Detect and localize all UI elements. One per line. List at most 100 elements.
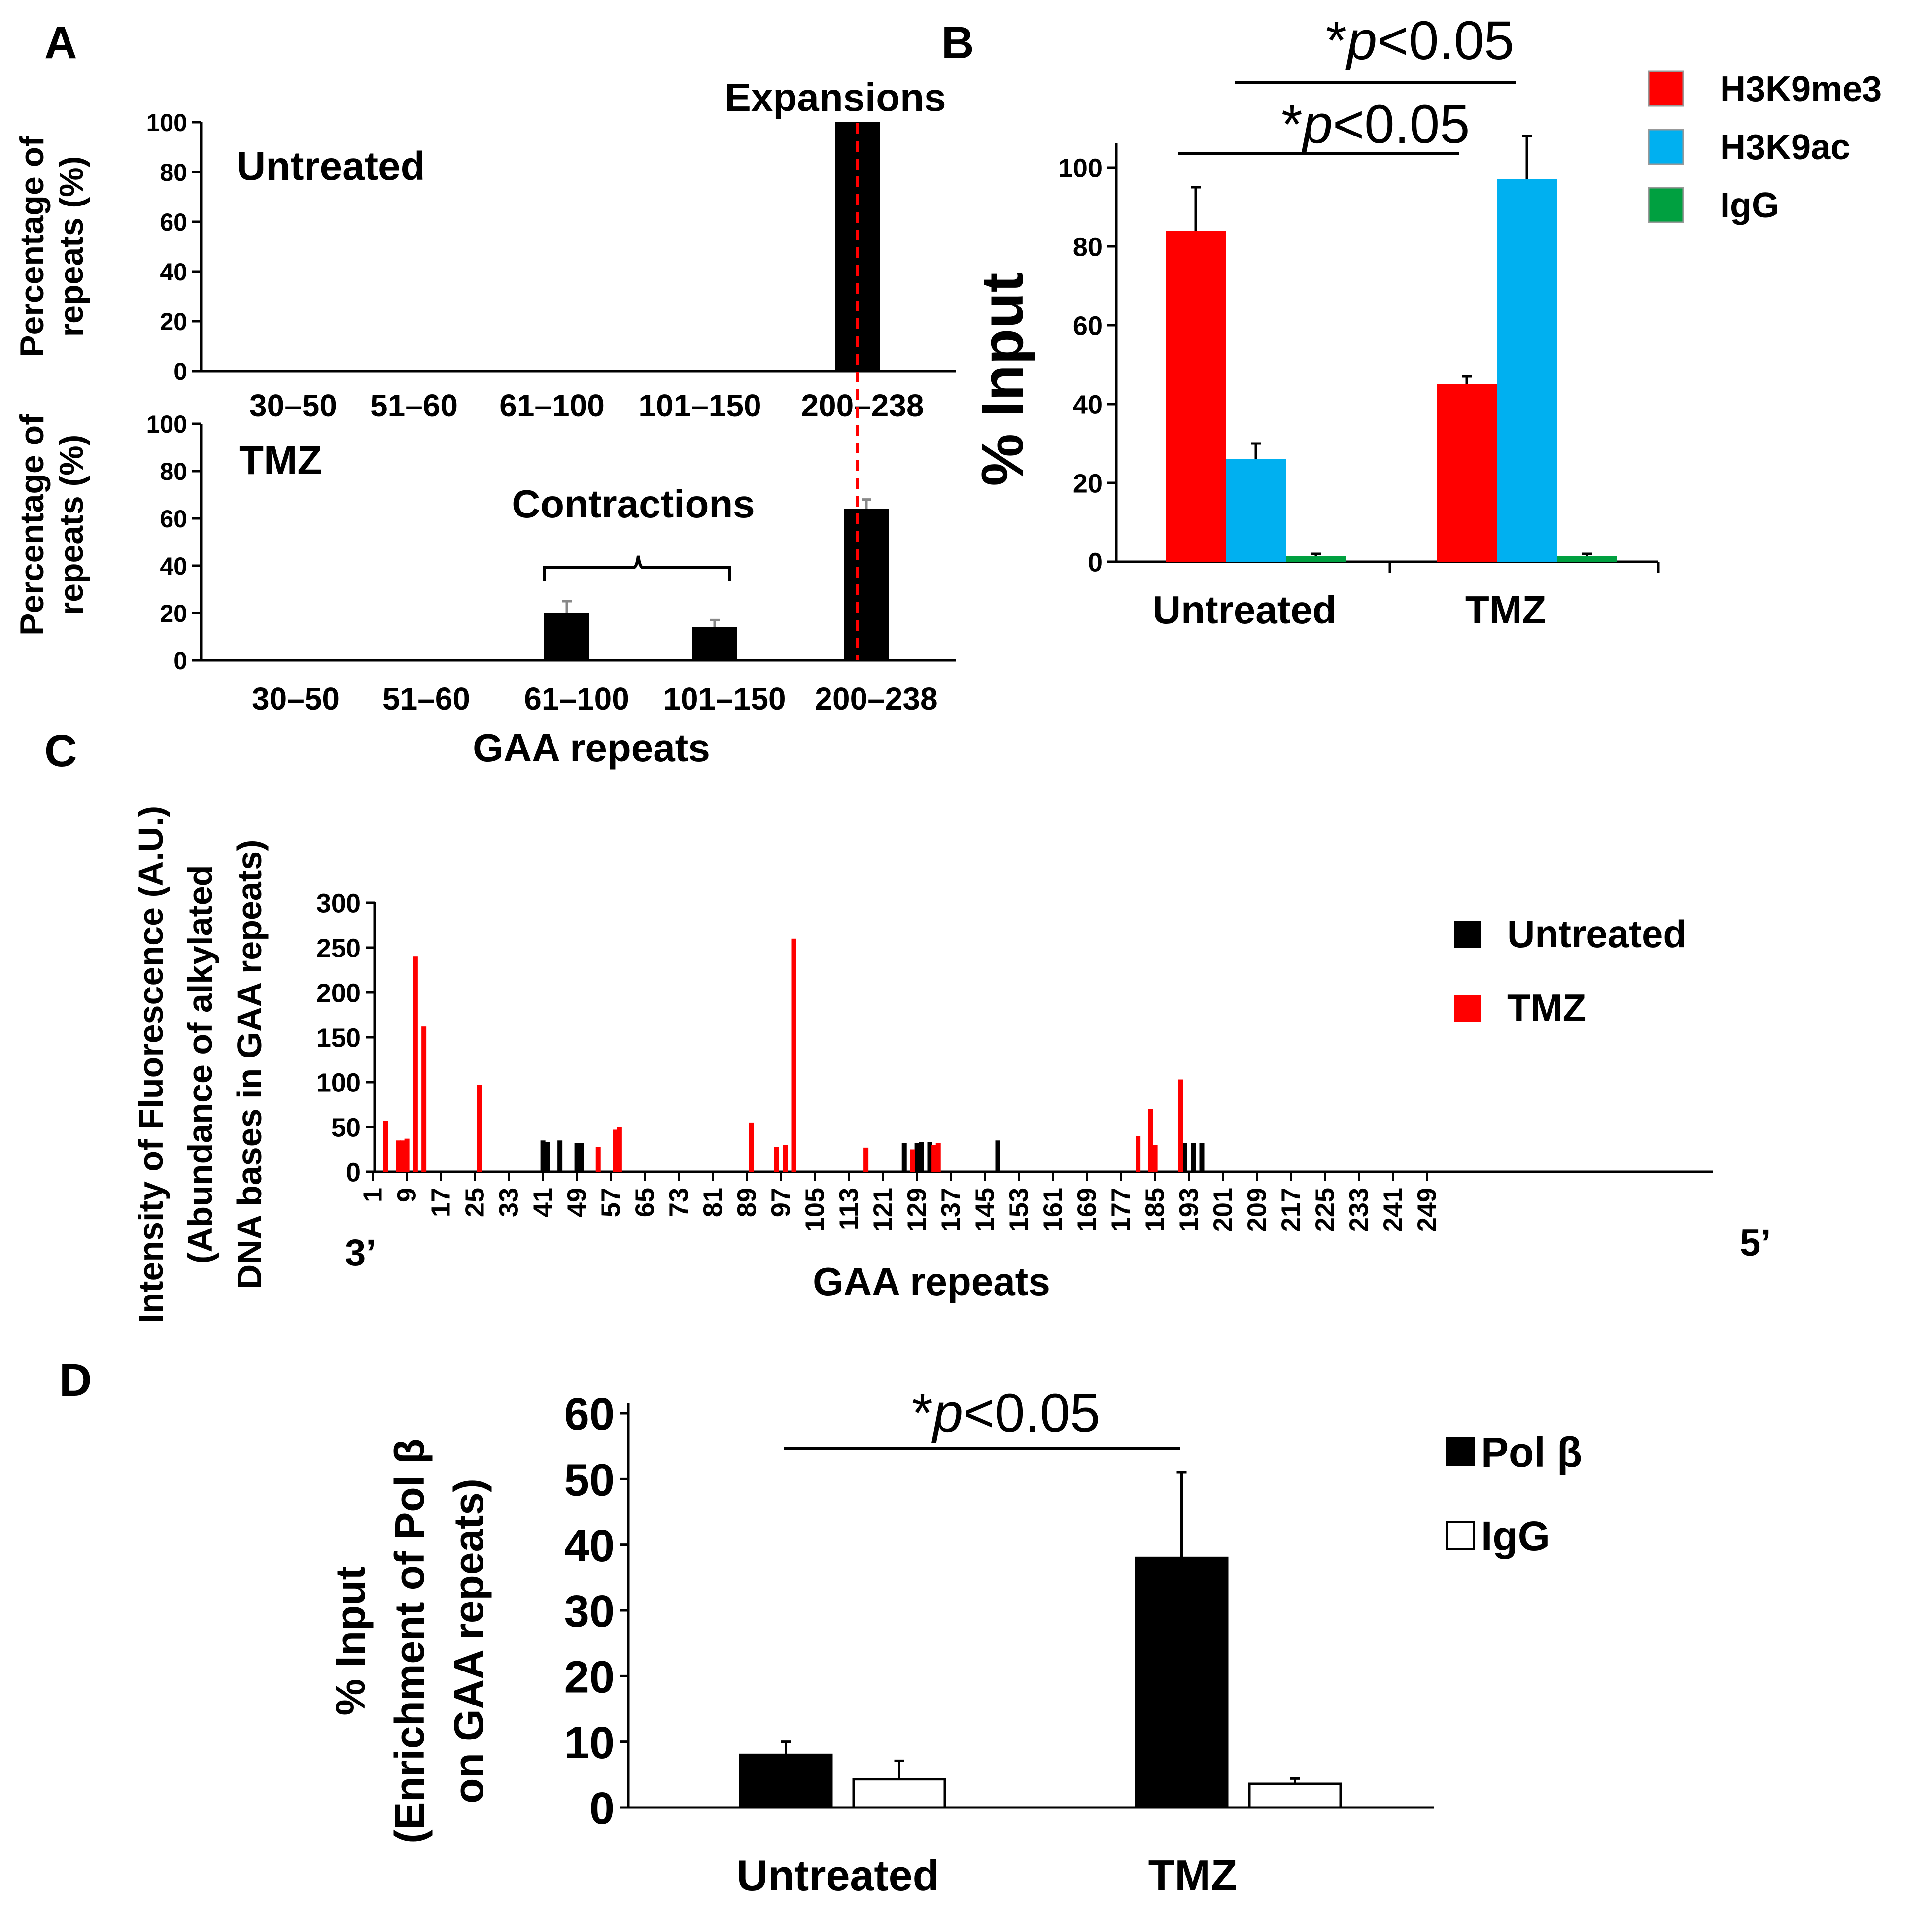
bar-TMZ-128 [910,1149,915,1172]
x-tick-label: 209 [1242,1188,1272,1232]
y-tick-label: 20 [160,600,187,627]
bar-H3K9ac-Untreated [1226,459,1286,562]
panel-c-legend: Untreated TMZ [1454,912,1687,1029]
y-tick-label: 250 [316,933,361,963]
bar-Untreated-42 [545,1142,550,1172]
bar-TMZ-117 [863,1147,869,1172]
y-tick-label: 0 [173,647,187,675]
y-tick-label: 100 [316,1068,361,1097]
y-tick-label: 50 [331,1113,361,1142]
y-tick-label: 80 [1073,232,1103,262]
bar-IgG-Untreated [852,1778,946,1809]
y-tick-label: 50 [564,1455,615,1505]
bar-Untreated-41 [540,1140,546,1172]
x-tick-label: 241 [1379,1188,1408,1232]
bar-TMZ-181 [1136,1136,1141,1172]
x-label-tmz: TMZ [1465,588,1546,632]
legend-label-TMZ: TMZ [1507,986,1586,1029]
panel-d-ylabel-2: (Enrichment of Pol β [386,1438,433,1843]
bar-Pol β-Untreated [739,1753,833,1809]
legend-swatch-H3K9ac [1648,129,1684,165]
x-tick-label: 153 [1004,1188,1034,1232]
bar-TMZ-100 [791,938,796,1172]
panel-b-x-labels: Untreated TMZ [1152,588,1546,632]
x-tick-label: 9 [392,1188,422,1202]
panel-a-bottom-label: TMZ [239,438,322,483]
bar-TMZ-11 [413,956,418,1172]
y-tick-label: 40 [160,258,187,286]
bar-IgG-TMZ [1557,556,1617,562]
bar-TMZ-184 [1148,1109,1153,1172]
x-tick-label: 137 [936,1188,966,1232]
legend-label-H3K9me3: H3K9me3 [1720,69,1882,109]
panel-a-xlabel: GAA repeats [473,726,710,770]
bar-TMZ-13 [421,1026,427,1172]
legend-label-H3K9ac: H3K9ac [1720,128,1850,167]
bar-Untreated-45 [557,1140,563,1172]
x-tick-label: 33 [494,1188,524,1217]
y-tick-label: 150 [316,1023,361,1053]
x-tick-label: 177 [1106,1188,1136,1232]
panel-c-bars [383,938,1205,1172]
x-tick-label: 73 [664,1188,694,1217]
panel-a-top-ylabel-2: repeats (%) [53,156,90,337]
y-tick-label: 40 [160,552,187,580]
panel-b: B % Input 0 20 40 60 80 100 Untreated TMZ *p<0… [941,10,1882,632]
bar-TMZ-54 [595,1147,601,1172]
panel-a-top-x-ticks: 30–50 51–60 61–100 101–150 200–238 [249,388,924,423]
panel-d-ylabel-1: % Input [327,1566,374,1715]
panel-d-ylabel-3: on GAA repeats) [446,1478,492,1804]
legend-swatch-Untreated [1454,921,1481,948]
y-tick-label: 0 [346,1158,361,1187]
panel-d-legend: Pol β IgG [1446,1429,1582,1559]
panel-a-top-ylabel-1: Percentage of [13,136,51,357]
x-label-tmz: TMZ [1148,1851,1238,1900]
x-tick-label: 30–50 [249,388,337,423]
bar-TMZ-134 [935,1143,941,1172]
bar-H3K9ac-TMZ [1497,179,1557,562]
bar-Untreated-194 [1191,1143,1196,1172]
panel-a-bottom-x-ticks: 30–50 51–60 61–100 101–150 200–238 [252,681,938,716]
bar-H3K9me3-Untreated [1166,231,1226,562]
bar-Untreated-129 [914,1143,920,1172]
bar-Pol β-TMZ [1135,1556,1229,1809]
legend-swatch-IgG [1446,1521,1475,1550]
y-tick-label: 0 [173,358,187,385]
panel-c-x-ticks: 1 9 17 25 33 41 49 57 65 73 81 89 97 105 113 121 129 137 1… [358,1172,1442,1232]
panel-a-bottom-y-ticks: 0 20 40 60 80 100 [146,410,201,675]
x-tick-label: 105 [800,1188,830,1232]
x-tick-label: 233 [1345,1188,1374,1232]
x-tick-label: 121 [868,1188,898,1232]
x-tick-label: 30–50 [252,681,340,716]
x-tick-label: 161 [1038,1188,1068,1232]
x-tick-label: 81 [698,1188,728,1217]
x-tick-label: 145 [970,1188,1000,1232]
panel-a-contractions-bracket [543,555,731,581]
bar-TMZ-26 [477,1085,482,1172]
panel-b-ylabel: % Input [969,273,1035,486]
y-tick-label: 10 [564,1718,615,1768]
x-tick-label: 25 [460,1188,490,1217]
bar-TMZ-7 [396,1140,401,1172]
panel-c-ylabel-1: Intensity of Fluorescence (A.U.) [132,806,170,1323]
bar-TMZ-133 [932,1145,937,1172]
legend-swatch-TMZ [1454,995,1481,1022]
bar-TMZ-59 [617,1127,622,1172]
x-tick-label: 51–60 [382,681,470,716]
panel-a-top-label: Untreated [237,144,425,189]
panel-a-bottom-bars [544,498,889,660]
panel-c-end-5prime: 5’ [1740,1222,1771,1264]
x-tick-label: 217 [1276,1188,1306,1232]
x-tick-label: 17 [426,1188,456,1217]
panel-b-bars [1166,135,1617,562]
bar-61–100 [544,613,589,660]
bar-IgG-TMZ [1248,1782,1342,1809]
legend-label-IgG: IgG [1481,1513,1550,1559]
panel-a-bottom-ylabel-1: Percentage of [13,414,51,636]
x-label-untreated: Untreated [1152,588,1336,632]
y-tick-label: 80 [160,159,187,186]
bar-101–150 [692,627,737,660]
bar-TMZ-4 [383,1121,388,1172]
panel-c-end-3prime: 3’ [345,1232,376,1274]
